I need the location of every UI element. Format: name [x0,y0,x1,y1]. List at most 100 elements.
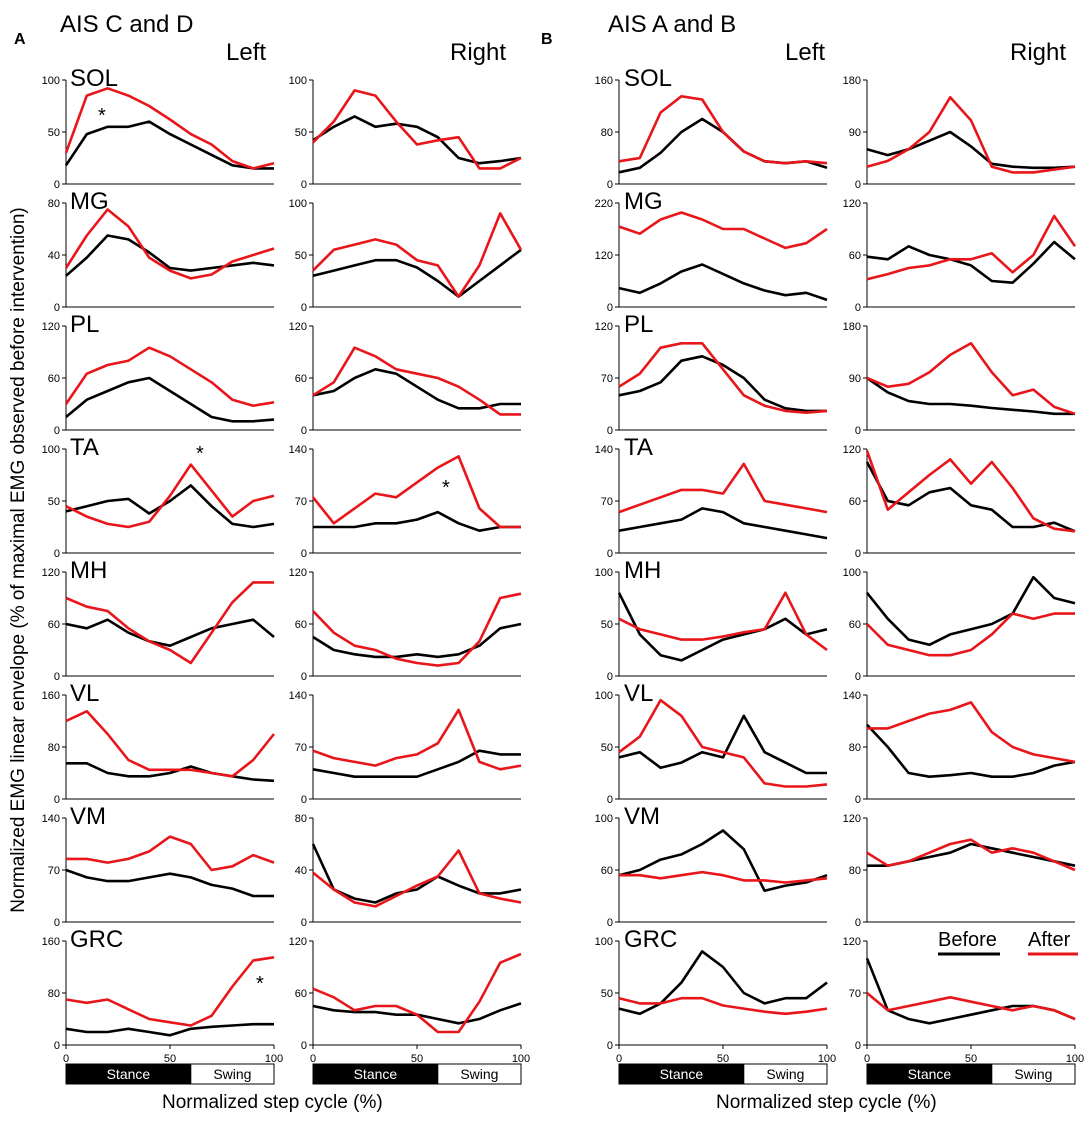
ytick-label: 50 [295,250,307,262]
panel-mg-a-right: 0 50 100 [289,198,523,314]
series-before-pl-a-right [312,367,521,410]
muscle-label-grc: GRC [624,926,677,953]
ytick-label: 140 [289,690,307,702]
series-before-pl-a-left [65,376,275,423]
ytick-label: 0 [54,794,60,806]
ytick-label: 140 [289,444,307,456]
series-after-mh-b-left [618,591,828,652]
ytick-label: 140 [42,813,60,825]
ytick-label: 0 [607,917,613,929]
group-b-title: AIS A and B [608,11,736,38]
series-after-grc-b-right [866,992,1076,1021]
ytick-label: 100 [595,936,613,948]
asterisk-sol: * [98,105,106,127]
panel-vl-b-right: 0 80 140 [843,690,1076,806]
xtick-label: 100 [512,1053,530,1065]
ytick-label: 70 [601,373,613,385]
muscle-label-ta: TA [624,434,653,461]
ytick-label: 160 [595,75,613,87]
series-after-pl-b-left [618,341,828,415]
ytick-label: 60 [601,865,613,877]
swing-bar [743,1063,828,1085]
series-before-grc-b-right [865,957,1076,1025]
ytick-label: 0 [607,548,613,560]
xtick-label: 50 [411,1053,423,1065]
ytick-label: 80 [849,742,861,754]
series-before-grc-a-left [65,1022,274,1037]
asterisk-grc: * [256,973,264,995]
panel-vm-a-right: 0 40 80 [295,813,522,929]
swing-bar [991,1063,1076,1085]
series-before-mg-b-left [618,263,828,302]
ytick-label: 120 [843,198,861,210]
series-before-mh-a-left [65,618,275,648]
muscle-label-mh: MH [70,557,107,584]
ytick-label: 80 [849,865,861,877]
panel-pl-a-right: 0 60 120 [289,321,521,437]
xtick-label: 0 [864,1053,870,1065]
series-before-sol-b-right [866,130,1076,170]
ytick-label: 120 [42,567,60,579]
ytick-label: 100 [595,690,613,702]
series-before-vm-b-left [618,829,828,893]
series-after-sol-a-right [312,89,522,170]
panel-sol-b-left: 0 80 160 SOL [595,65,828,191]
panel-vl-a-left: 0 80 160 VL [42,680,276,806]
panel-vm-b-left: 0 60 100 VM [595,803,828,929]
stance-label: Stance [908,1066,952,1082]
phase-bar-b-right: Stance Swing [866,1063,1076,1085]
ytick-label: 60 [849,619,861,631]
ytick-label: 0 [855,425,861,437]
ytick-label: 0 [301,548,307,560]
series-after-mg-a-right [312,212,523,298]
xtick-label: 100 [818,1053,836,1065]
panel-ta-b-left: 0 70 140 TA [595,434,828,560]
ytick-label: 80 [601,127,613,139]
series-after-pl-b-right [866,341,1076,416]
ytick-label: 100 [42,444,60,456]
ytick-label: 0 [855,671,861,683]
panel-grc-a-left: 0 80 160 0 50 100 GRC [42,926,284,1065]
series-after-mg-b-left [618,211,828,250]
ytick-label: 0 [301,302,307,314]
ytick-label: 0 [855,179,861,191]
series-after-pl-a-right [312,346,521,416]
ytick-label: 0 [54,671,60,683]
ytick-label: 70 [601,496,613,508]
ytick-label: 0 [301,917,307,929]
panel-mg-b-left: 0 120 220 MG [595,188,828,314]
ytick-label: 0 [54,1040,60,1052]
col-left-a: Left [226,39,266,66]
panel-sol-a-right: 0 50 100 [289,75,522,191]
xtick-label: 50 [164,1053,176,1065]
ytick-label: 180 [843,321,861,333]
ytick-label: 50 [48,496,60,508]
ytick-label: 100 [289,75,307,87]
ytick-label: 0 [607,179,613,191]
series-before-ta-a-right [313,510,521,533]
panel-vm-a-left: 0 70 140 VM [42,803,275,929]
ytick-label: 0 [607,302,613,314]
series-before-pl-b-left [618,354,827,413]
panels-group: 0 50 100 SOL 0 50 100 0 80 160 SOL 0 90 180 0 40 80 MG 0 50… [42,65,1084,1065]
ytick-label: 0 [607,425,613,437]
ytick-label: 100 [843,567,861,579]
phase-bar-a-right: Stance Swing [312,1063,522,1085]
muscle-label-ta: TA [70,434,99,461]
ytick-label: 80 [48,988,60,1000]
ytick-label: 0 [301,425,307,437]
series-after-vl-b-right [867,701,1076,764]
series-after-mh-a-left [65,581,274,665]
series-before-mg-a-left [65,234,275,277]
ytick-label: 0 [54,425,60,437]
ytick-label: 120 [595,321,613,333]
ytick-label: 0 [855,917,861,929]
ytick-label: 120 [843,936,861,948]
panel-ta-a-right: 0 70 140 [289,444,521,560]
col-right-a: Right [450,39,506,66]
ytick-label: 0 [301,179,307,191]
ytick-label: 0 [54,179,60,191]
series-before-ta-a-left [65,484,275,529]
ytick-label: 140 [595,444,613,456]
series-after-ta-b-left [618,462,828,514]
